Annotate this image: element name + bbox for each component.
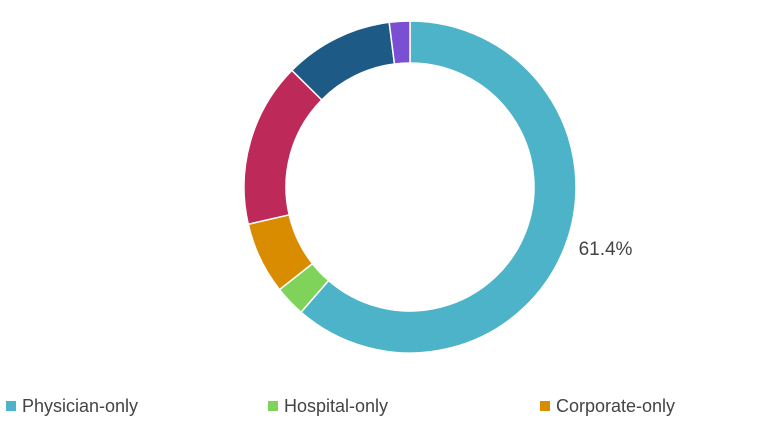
slice xyxy=(299,20,577,354)
legend-label: Corporate-only xyxy=(556,396,675,416)
legend-swatch xyxy=(540,401,550,411)
slice xyxy=(388,20,411,65)
legend-label: Hospital-only xyxy=(284,396,388,416)
legend-label: Physician-only xyxy=(22,396,138,416)
legend-swatch xyxy=(6,401,16,411)
slice xyxy=(243,69,323,226)
legend-swatch xyxy=(268,401,278,411)
slice-label: 61.4% xyxy=(579,239,633,260)
